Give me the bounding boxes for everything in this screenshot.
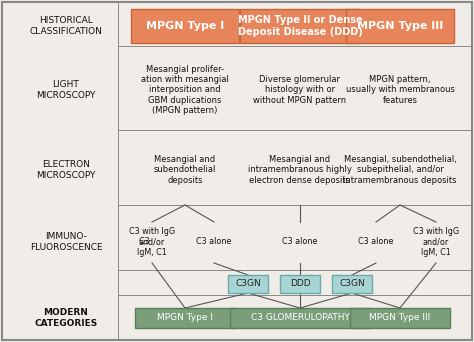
Text: Mesangial and
intramembranous highly
electron dense deposits: Mesangial and intramembranous highly ele… <box>248 155 352 185</box>
Text: C3GN: C3GN <box>235 279 261 289</box>
FancyBboxPatch shape <box>240 9 360 43</box>
FancyBboxPatch shape <box>280 275 320 293</box>
Text: C3: C3 <box>139 237 152 247</box>
FancyBboxPatch shape <box>131 9 239 43</box>
FancyBboxPatch shape <box>332 275 372 293</box>
Text: MPGN pattern,
usually with membranous
features: MPGN pattern, usually with membranous fe… <box>346 75 455 105</box>
Text: MPGN Type I: MPGN Type I <box>146 21 224 31</box>
Text: HISTORICAL
CLASSIFICATION: HISTORICAL CLASSIFICATION <box>29 16 102 36</box>
Text: C3 GLOMERULOPATHY: C3 GLOMERULOPATHY <box>251 314 349 323</box>
Text: C3 alone: C3 alone <box>283 237 318 247</box>
Text: Diverse glomerular
histology with or
without MPGN pattern: Diverse glomerular histology with or wit… <box>254 75 346 105</box>
FancyBboxPatch shape <box>228 275 268 293</box>
FancyBboxPatch shape <box>346 9 454 43</box>
Text: MPGN Type III: MPGN Type III <box>369 314 430 323</box>
Text: Mesangial, subendothelial,
subepithelial, and/or
intramembranous deposits: Mesangial, subendothelial, subepithelial… <box>343 155 457 185</box>
Text: ELECTRON
MICROSCOPY: ELECTRON MICROSCOPY <box>36 160 96 180</box>
Text: MPGN Type I: MPGN Type I <box>157 314 213 323</box>
Text: C3 with IgG
and/or
IgM, C1: C3 with IgG and/or IgM, C1 <box>413 227 459 257</box>
FancyBboxPatch shape <box>230 308 370 328</box>
Text: IMMUNO-
FLUOROSCENCE: IMMUNO- FLUOROSCENCE <box>30 232 102 252</box>
Text: DDD: DDD <box>290 279 310 289</box>
Text: MPGN Type II or Dense
Deposit Disease (DDD): MPGN Type II or Dense Deposit Disease (D… <box>237 15 363 37</box>
FancyBboxPatch shape <box>350 308 450 328</box>
FancyBboxPatch shape <box>2 2 472 340</box>
Text: Mesangial and
subendothelial
deposits: Mesangial and subendothelial deposits <box>154 155 216 185</box>
Text: LIGHT
MICROSCOPY: LIGHT MICROSCOPY <box>36 80 96 100</box>
FancyBboxPatch shape <box>135 308 235 328</box>
Text: Mesangial prolifer-
ation with mesangial
interposition and
GBM duplications
(MPG: Mesangial prolifer- ation with mesangial… <box>141 65 229 115</box>
Text: C3 with IgG
and/or
IgM, C1: C3 with IgG and/or IgM, C1 <box>129 227 175 257</box>
Text: C3 alone: C3 alone <box>196 237 232 247</box>
Text: MODERN
CATEGORIES: MODERN CATEGORIES <box>35 308 98 328</box>
Text: C3GN: C3GN <box>339 279 365 289</box>
Text: C3 alone: C3 alone <box>358 237 394 247</box>
Text: MPGN Type III: MPGN Type III <box>357 21 443 31</box>
